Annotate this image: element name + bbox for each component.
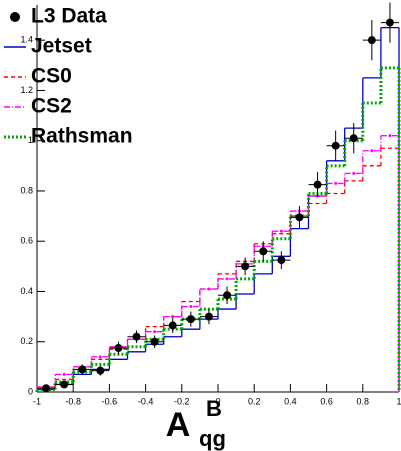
data-point (78, 365, 87, 374)
y-tick-label: 0.4 (20, 286, 33, 296)
data-point (295, 213, 304, 222)
data-point (114, 344, 123, 353)
data-point (42, 384, 51, 393)
legend-label: CS0 (31, 65, 72, 88)
step-marker (207, 287, 211, 291)
data-point (96, 366, 105, 375)
data-point (204, 312, 213, 321)
step-marker (189, 305, 193, 309)
legend-label: Rathsman (31, 125, 133, 148)
x-tick-label: 0 (215, 396, 220, 406)
x-tick-label: 0.2 (248, 396, 261, 406)
x-axis-label: A (166, 406, 191, 444)
y-tick-label: 1.4 (20, 35, 33, 45)
x-tick-label: 1 (396, 396, 401, 406)
x-axis-label-sub: qg (199, 426, 226, 451)
y-tick-label: 0.6 (20, 236, 33, 246)
x-tick-label: -0.8 (65, 396, 81, 406)
data-point (132, 332, 141, 341)
x-axis-label-sup: B (206, 396, 222, 421)
y-tick-label: 1 (28, 135, 33, 145)
data-point (367, 36, 376, 45)
data-point (168, 321, 177, 330)
step-marker (225, 277, 229, 281)
step-marker (98, 355, 102, 359)
x-tick-label: -1 (33, 396, 41, 406)
step-marker (62, 372, 66, 376)
y-tick-label: 0.8 (20, 185, 33, 195)
legend-marker (10, 12, 20, 22)
data-point (313, 180, 322, 189)
step-marker (334, 181, 338, 185)
data-point (60, 380, 69, 389)
x-tick-label: -0.4 (138, 396, 154, 406)
x-tick-label: 0.8 (357, 396, 370, 406)
x-tick-label: -0.2 (174, 396, 190, 406)
x-tick-label: 0.4 (284, 396, 297, 406)
step-marker (171, 315, 175, 319)
x-tick-label: 0.6 (320, 396, 333, 406)
step-marker (279, 229, 283, 233)
legend-label: L3 Data (31, 5, 107, 28)
legend-label: CS2 (31, 95, 72, 118)
legend-label: Jetset (31, 35, 92, 58)
data-point (349, 134, 358, 143)
data-point (150, 337, 159, 346)
data-point (385, 18, 394, 27)
y-tick-label: 0 (28, 386, 33, 396)
step-marker (388, 134, 392, 138)
step-marker (153, 330, 157, 334)
data-point (223, 291, 232, 300)
y-tick-label: 0.2 (20, 336, 33, 346)
x-tick-label: -0.6 (102, 396, 118, 406)
data-point (331, 141, 340, 150)
data-point (241, 262, 250, 271)
data-point (277, 256, 286, 265)
data-point (259, 247, 268, 256)
step-marker (370, 149, 374, 153)
y-tick-label: 1.2 (20, 85, 33, 95)
step-marker (352, 171, 356, 175)
data-point (186, 315, 195, 324)
